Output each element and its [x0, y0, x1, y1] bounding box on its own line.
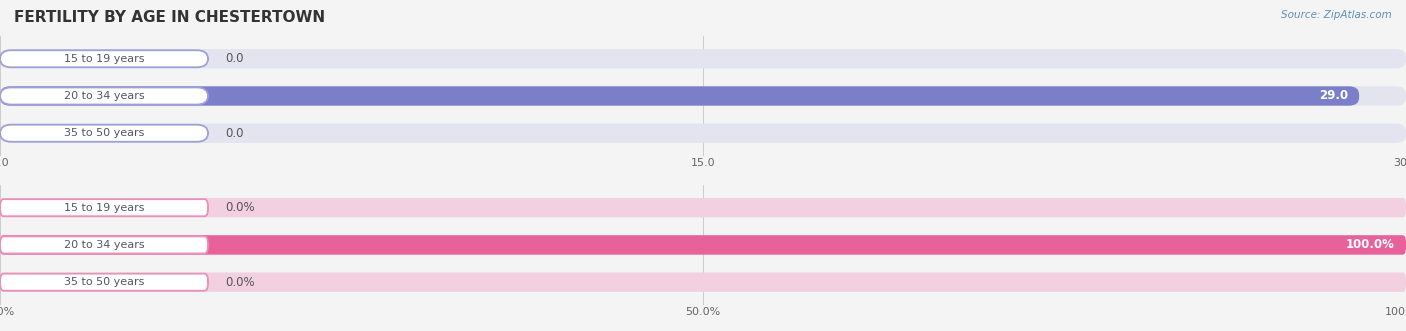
FancyBboxPatch shape	[0, 198, 1406, 217]
Text: 15 to 19 years: 15 to 19 years	[63, 203, 145, 213]
FancyBboxPatch shape	[0, 235, 1406, 255]
FancyBboxPatch shape	[0, 274, 208, 291]
Text: 20 to 34 years: 20 to 34 years	[63, 240, 145, 250]
FancyBboxPatch shape	[0, 199, 208, 216]
FancyBboxPatch shape	[0, 272, 1406, 292]
Text: Source: ZipAtlas.com: Source: ZipAtlas.com	[1281, 10, 1392, 20]
Text: FERTILITY BY AGE IN CHESTERTOWN: FERTILITY BY AGE IN CHESTERTOWN	[14, 10, 325, 25]
FancyBboxPatch shape	[0, 87, 208, 105]
Text: 15 to 19 years: 15 to 19 years	[63, 54, 145, 64]
Text: 20 to 34 years: 20 to 34 years	[63, 91, 145, 101]
Text: 0.0: 0.0	[225, 52, 243, 65]
Text: 35 to 50 years: 35 to 50 years	[63, 277, 145, 287]
FancyBboxPatch shape	[0, 49, 1406, 69]
FancyBboxPatch shape	[0, 50, 208, 67]
FancyBboxPatch shape	[0, 123, 1406, 143]
Text: 0.0%: 0.0%	[225, 276, 254, 289]
Text: 0.0: 0.0	[225, 127, 243, 140]
Text: 100.0%: 100.0%	[1346, 238, 1395, 252]
FancyBboxPatch shape	[0, 235, 1406, 255]
Text: 29.0: 29.0	[1319, 89, 1348, 103]
Text: 0.0%: 0.0%	[225, 201, 254, 214]
FancyBboxPatch shape	[0, 86, 1360, 106]
FancyBboxPatch shape	[0, 125, 208, 142]
FancyBboxPatch shape	[0, 236, 208, 254]
FancyBboxPatch shape	[0, 86, 1406, 106]
Text: 35 to 50 years: 35 to 50 years	[63, 128, 145, 138]
